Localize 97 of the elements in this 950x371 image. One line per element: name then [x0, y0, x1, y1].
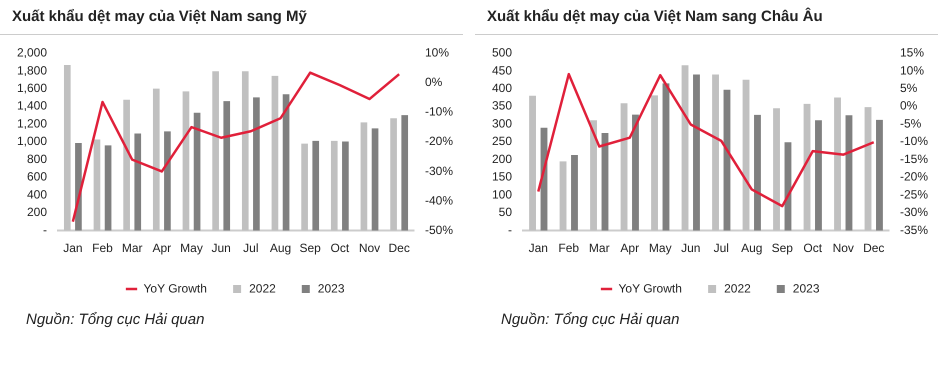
y2-tick-label: -20% [900, 170, 928, 184]
bar [876, 120, 883, 231]
legend-label: 2023 [318, 281, 345, 296]
y-tick-label: - [43, 222, 48, 237]
y2-tick-label: 0% [900, 98, 918, 113]
y-tick-label: 1,200 [17, 116, 48, 130]
y-tick-label: 200 [27, 205, 48, 220]
bar [815, 120, 822, 231]
y-tick-label: 2,000 [17, 46, 48, 60]
y2-tick-label: 15% [900, 46, 924, 60]
bar [223, 101, 230, 231]
text: Nguồn: Tổng cục Hải quan [25, 310, 206, 328]
bar [312, 140, 320, 231]
y-tick-label: 50 [498, 205, 512, 220]
x-tick-label: Aug [741, 241, 762, 256]
y-tick-label: 150 [492, 170, 512, 184]
x-tick-label: Nov [832, 241, 854, 256]
y-tick-label: 1,400 [17, 98, 48, 113]
x-tick-label: Feb [92, 241, 114, 256]
text: Nguồn: Tổng cục Hải quan [500, 310, 680, 328]
y-tick-label: 400 [492, 80, 512, 95]
legend-label: YoY Growth [618, 281, 682, 296]
x-tick-label: Jul [243, 241, 259, 256]
y-tick-label: 250 [492, 134, 512, 148]
bar [540, 128, 548, 231]
bar [134, 134, 142, 231]
y2-tick-label: 0% [424, 75, 443, 90]
y-tick-label: 1,000 [17, 134, 48, 148]
bar [194, 112, 200, 231]
x-tick-label: Apr [152, 241, 172, 256]
y-tick-label: 200 [492, 152, 512, 166]
bar [724, 90, 730, 231]
bar [282, 94, 290, 231]
y2-tick-label: -50% [424, 222, 454, 237]
y2-tick-label: -30% [900, 205, 928, 220]
x-tick-label: Jun [681, 241, 700, 256]
x-tick-label: Sep [772, 241, 794, 256]
bar [602, 133, 608, 231]
x-tick-label: Nov [358, 241, 380, 256]
bar [342, 142, 349, 231]
legend-label: 2023 [792, 281, 820, 296]
bar [104, 145, 112, 231]
y2-tick-label: -5% [900, 116, 922, 130]
x-tick-label: Jan [528, 241, 548, 256]
x-tick-label: May [180, 241, 203, 256]
x-tick-label: Apr [620, 241, 640, 256]
x-tick-label: May [648, 241, 672, 256]
bar [662, 83, 670, 231]
y-tick-label: - [508, 222, 512, 237]
x-tick-label: Feb [558, 241, 580, 256]
y-tick-label: 500 [492, 46, 512, 60]
x-tick-label: Sep [299, 241, 322, 256]
bar [253, 97, 260, 231]
bar [846, 115, 852, 231]
bar [164, 131, 171, 231]
y2-tick-label: 10% [424, 46, 450, 60]
bar [632, 114, 639, 231]
x-tick-label: Mar [122, 241, 143, 256]
bar [401, 115, 408, 231]
y2-tick-label: 5% [900, 80, 918, 95]
x-tick-label: Dec [388, 241, 410, 256]
y2-tick-label: 10% [900, 63, 924, 78]
legend-label: 2022 [724, 281, 752, 296]
y-tick-label: 300 [492, 116, 512, 130]
chart-title: Xuất khẩu dệt may của Việt Nam sang Châu Âu [475, 0, 938, 35]
x-tick-label: Jul [714, 241, 729, 256]
legend-label: 2022 [249, 281, 276, 296]
y2-tick-label: -40% [424, 193, 454, 208]
bar [784, 142, 792, 231]
x-tick-label: Jun [211, 241, 231, 256]
legend-label: YoY Growth [144, 281, 207, 296]
bar [372, 128, 378, 231]
y2-tick-label: -35% [900, 222, 928, 237]
y-tick-label: 1,800 [17, 63, 48, 78]
x-tick-label: Oct [803, 241, 823, 256]
x-tick-label: Oct [330, 241, 350, 256]
y2-tick-label: -15% [900, 152, 928, 166]
y-tick-label: 100 [492, 187, 512, 202]
bar [571, 155, 578, 231]
bar [693, 74, 700, 231]
x-tick-label: Jan [63, 241, 83, 256]
y-tick-label: 450 [492, 63, 512, 78]
y2-tick-label: -25% [900, 187, 928, 202]
y-tick-label: 600 [27, 170, 48, 184]
y2-tick-label: -10% [424, 104, 454, 119]
y-tick-label: 1,600 [17, 80, 48, 95]
y-tick-label: 800 [27, 152, 48, 166]
x-tick-label: Mar [588, 241, 610, 256]
chart-title: Xuất khẩu dệt may của Việt Nam sang Mỹ [0, 0, 463, 35]
x-tick-label: Dec [863, 241, 884, 256]
bar [754, 114, 761, 231]
y-tick-label: 400 [27, 187, 48, 202]
y2-tick-label: -20% [424, 134, 454, 148]
y2-tick-label: -30% [424, 164, 454, 178]
y-tick-label: 350 [492, 98, 512, 113]
x-tick-label: Aug [270, 241, 292, 256]
y2-tick-label: -10% [900, 134, 928, 148]
